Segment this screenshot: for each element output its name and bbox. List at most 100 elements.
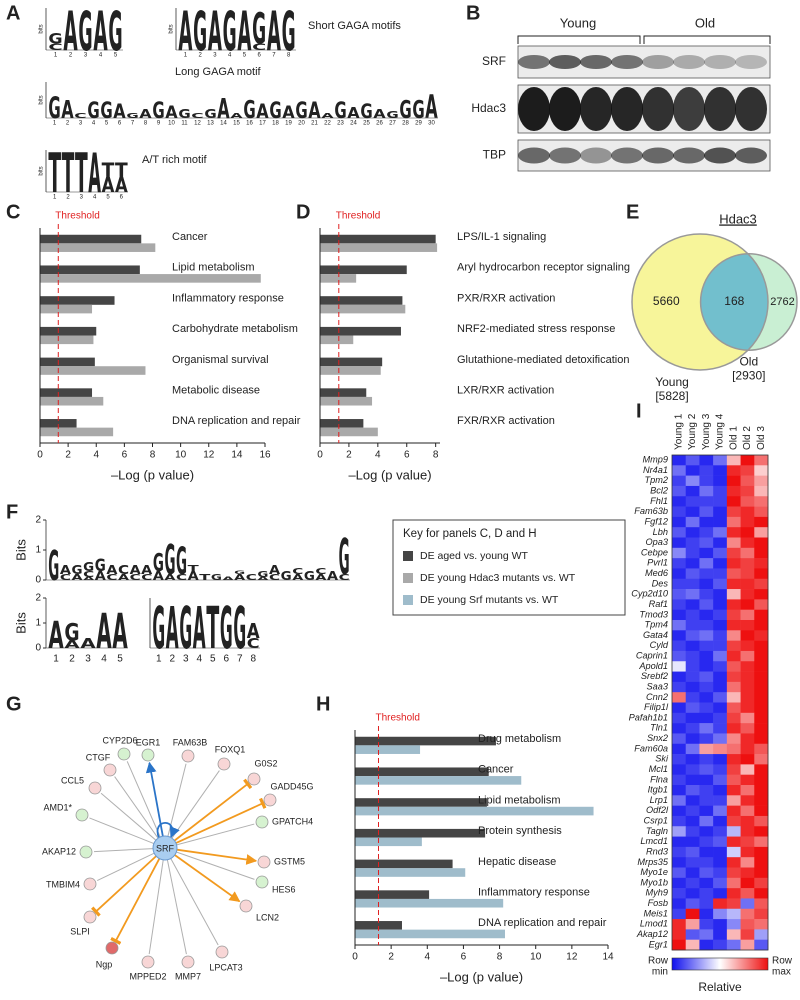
logo-letter: A — [96, 604, 112, 660]
logo-letter: G — [360, 101, 372, 123]
heatmap-cell — [699, 743, 714, 755]
heatmap-cell — [699, 475, 714, 487]
row-label: Fam63b — [634, 506, 668, 516]
network-edge — [114, 776, 159, 839]
network-edge — [93, 848, 154, 853]
logo-letter: A — [308, 97, 320, 123]
motif-caption: Short GAGA motifs — [308, 20, 401, 32]
x-tick-label: 16 — [259, 450, 271, 461]
heatmap-cell — [754, 609, 769, 621]
heatmap-cell — [713, 836, 728, 848]
logo-letter: G — [304, 569, 315, 583]
logo-letter: G — [193, 0, 207, 63]
column-label: Young 4 — [715, 413, 726, 450]
heatmap-cell — [740, 785, 755, 796]
heatmap-cell — [699, 867, 714, 879]
heatmap-cell — [740, 475, 755, 487]
heatmap-cell — [754, 630, 769, 641]
blot-bracket — [517, 35, 771, 44]
x-tick-label: 6 — [404, 450, 410, 461]
heatmap-cell — [740, 743, 755, 755]
bar — [320, 427, 378, 437]
bar — [355, 806, 594, 816]
heatmap-cell — [685, 815, 700, 827]
row-label: Itgb1 — [648, 785, 668, 795]
bar — [320, 304, 406, 314]
blot-band — [549, 147, 581, 164]
logo-position: 23 — [337, 121, 344, 127]
threshold-label: Threshold — [55, 211, 99, 222]
heatmap-cell — [713, 475, 728, 487]
logo-letter: A — [118, 572, 129, 582]
category-label: Cancer — [172, 231, 208, 243]
logo-letter: G — [334, 98, 346, 124]
heatmap-cell — [685, 537, 700, 549]
logo-letter: A — [164, 572, 175, 582]
logo-position: 6 — [118, 121, 122, 127]
blot-band — [518, 87, 550, 131]
heatmap-cell — [726, 929, 741, 940]
row-label: Myo1b — [640, 877, 668, 887]
heatmap-cell — [672, 578, 687, 590]
row-label: Caprin1 — [636, 651, 668, 661]
row-label: Tln1 — [650, 723, 668, 733]
network-edge — [96, 852, 155, 881]
heatmap-cell — [685, 568, 700, 580]
row-label: Meis1 — [643, 908, 668, 918]
row-label: Pafah1b1 — [629, 712, 668, 722]
blot-band — [673, 87, 705, 131]
logo-letter: G — [211, 573, 222, 583]
heatmap-cell — [754, 712, 769, 724]
heatmap-cell — [754, 692, 769, 703]
heatmap-cell — [726, 692, 741, 703]
network-node — [215, 945, 229, 959]
heatmap-cell — [740, 681, 755, 693]
y-tick-label: 1 — [35, 545, 41, 556]
logo-position: 1 — [54, 53, 58, 59]
heatmap-cell — [713, 754, 728, 765]
heatmap-cell — [699, 908, 714, 920]
logo-position: 4 — [196, 654, 202, 665]
heatmap-cell — [740, 712, 755, 724]
heatmap-cell — [726, 836, 741, 848]
x-tick-label: 2 — [65, 450, 71, 461]
heatmap-cell — [713, 795, 728, 806]
x-tick-label: 2 — [388, 952, 394, 963]
heatmap-cell — [726, 455, 741, 466]
heatmap-cell — [685, 630, 700, 641]
heatmap-cell — [740, 702, 755, 714]
logo-letter: A — [188, 570, 200, 584]
heatmap-cell — [740, 867, 755, 879]
category-label: LXR/RXR activation — [457, 385, 554, 397]
heatmap-cell — [726, 537, 741, 549]
heatmap-cell — [740, 805, 755, 817]
bar — [320, 357, 383, 367]
logo-position: 8 — [287, 53, 291, 59]
heatmap-cell — [699, 516, 714, 528]
heatmap-cell — [685, 774, 700, 786]
logo-position: 3 — [79, 121, 83, 127]
logo-position: 5 — [105, 121, 109, 127]
bar — [355, 798, 487, 807]
node-label: LCN2 — [256, 912, 279, 922]
logo-position: 5 — [210, 654, 216, 665]
bar — [355, 868, 466, 877]
heatmap-cell — [713, 681, 728, 693]
column-label: Old 3 — [756, 426, 767, 450]
heatmap-cell — [726, 898, 741, 910]
logo-ylabel: bits — [169, 24, 175, 33]
bar — [355, 776, 522, 785]
heatmap-cell — [754, 846, 769, 858]
heatmap-cell — [699, 836, 714, 848]
node-label: TMBIM4 — [46, 879, 80, 889]
logo-letter: A — [48, 614, 64, 658]
heatmap-cell — [726, 547, 741, 559]
logo-position: 18 — [272, 121, 279, 127]
heatmap-cell — [726, 661, 741, 672]
network-node — [117, 747, 131, 761]
logo-position: 4 — [101, 654, 107, 665]
category-label: Inflammatory response — [478, 887, 590, 899]
heatmap-cell — [726, 723, 741, 734]
heatmap-cell — [672, 867, 687, 879]
x-axis-title: –Log (p value) — [440, 969, 523, 984]
